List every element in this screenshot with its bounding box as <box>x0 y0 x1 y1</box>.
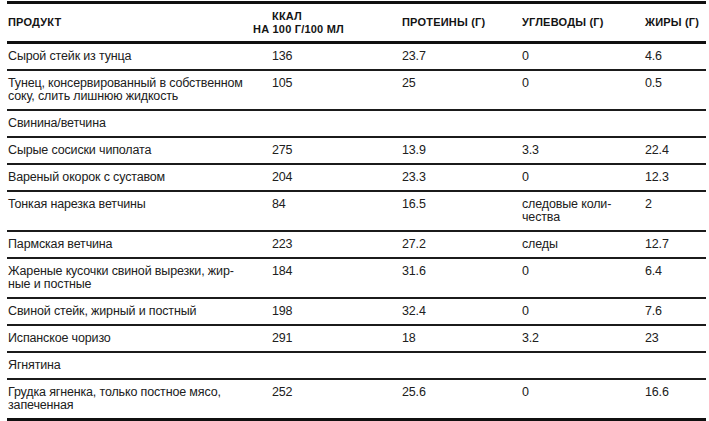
carbs-cell: 0 <box>522 379 645 420</box>
table-row: Пармская ветчина22327.2следы12.7 <box>7 231 706 258</box>
section-label-cell: Свинина/ветчина <box>7 110 706 137</box>
table-row: Тонкая нарезка ветчины8416.5следовые кол… <box>7 191 706 231</box>
fat-cell: 12.3 <box>645 164 706 191</box>
kcal-cell: 252 <box>253 379 402 420</box>
kcal-cell: 184 <box>253 258 402 298</box>
table-row: Грудка ягненка, только постное мясо, зап… <box>7 379 706 420</box>
fat-cell: 7.6 <box>645 298 706 325</box>
table-row: Тунец, консервированный в собственном со… <box>7 70 706 110</box>
protein-cell: 31.6 <box>402 258 522 298</box>
carbs-cell: следы <box>522 231 645 258</box>
carbs-cell: 0 <box>522 43 645 71</box>
kcal-cell: 136 <box>253 43 402 71</box>
carbs-cell: 0 <box>522 164 645 191</box>
table-row: Сырой стейк из тунца13623.704.6 <box>7 43 706 71</box>
kcal-cell: 275 <box>253 137 402 164</box>
section-row: Ягнятина <box>7 352 706 379</box>
protein-cell: 23.7 <box>402 43 522 71</box>
fat-cell: 12.7 <box>645 231 706 258</box>
table-row: Испанское чоризо291183.223 <box>7 325 706 352</box>
carbs-cell: 0 <box>522 70 645 110</box>
header-row: ПРОДУКТ ККАЛ НА 100 Г/100 МЛ ПРОТЕИНЫ (Г… <box>7 3 706 43</box>
table-row: Жареные кусочки свиной вырезки, жир- ные… <box>7 258 706 298</box>
protein-cell: 13.9 <box>402 137 522 164</box>
carbs-cell: 0 <box>522 258 645 298</box>
column-header-protein: ПРОТЕИНЫ (Г) <box>402 3 522 43</box>
column-header-fat: ЖИРЫ (Г) <box>645 3 706 43</box>
product-cell: Тунец, консервированный в собственном со… <box>7 70 253 110</box>
fat-cell: 23 <box>645 325 706 352</box>
fat-cell: 2 <box>645 191 706 231</box>
column-header-kcal: ККАЛ НА 100 Г/100 МЛ <box>253 3 402 43</box>
table-row: Вареный окорок с суставом20423.3012.3 <box>7 164 706 191</box>
table-header: ПРОДУКТ ККАЛ НА 100 Г/100 МЛ ПРОТЕИНЫ (Г… <box>7 3 706 43</box>
protein-cell: 23.3 <box>402 164 522 191</box>
nutrition-table: ПРОДУКТ ККАЛ НА 100 Г/100 МЛ ПРОТЕИНЫ (Г… <box>7 1 706 421</box>
carbs-cell: 3.2 <box>522 325 645 352</box>
section-row: Свинина/ветчина <box>7 110 706 137</box>
product-cell: Пармская ветчина <box>7 231 253 258</box>
section-label-cell: Ягнятина <box>7 352 706 379</box>
product-cell: Тонкая нарезка ветчины <box>7 191 253 231</box>
column-header-carbs: УГЛЕВОДЫ (Г) <box>522 3 645 43</box>
fat-cell: 0.5 <box>645 70 706 110</box>
carbs-cell: следовые коли- чества <box>522 191 645 231</box>
kcal-cell: 84 <box>253 191 402 231</box>
carbs-cell: 3.3 <box>522 137 645 164</box>
protein-cell: 18 <box>402 325 522 352</box>
column-header-kcal-line2: НА 100 Г/100 МЛ <box>253 23 402 36</box>
product-cell: Жареные кусочки свиной вырезки, жир- ные… <box>7 258 253 298</box>
fat-cell: 16.6 <box>645 379 706 420</box>
fat-cell: 4.6 <box>645 43 706 71</box>
kcal-cell: 204 <box>253 164 402 191</box>
kcal-cell: 291 <box>253 325 402 352</box>
product-cell: Свиной стейк, жирный и постный <box>7 298 253 325</box>
table-body: Сырой стейк из тунца13623.704.6Тунец, ко… <box>7 43 706 420</box>
kcal-cell: 223 <box>253 231 402 258</box>
product-cell: Сырые сосиски чиполата <box>7 137 253 164</box>
column-header-kcal-line1: ККАЛ <box>272 10 402 23</box>
column-header-product: ПРОДУКТ <box>7 3 253 43</box>
fat-cell: 22.4 <box>645 137 706 164</box>
product-cell: Грудка ягненка, только постное мясо, зап… <box>7 379 253 420</box>
product-cell: Сырой стейк из тунца <box>7 43 253 71</box>
product-cell: Испанское чоризо <box>7 325 253 352</box>
kcal-cell: 105 <box>253 70 402 110</box>
table-row: Сырые сосиски чиполата27513.93.322.4 <box>7 137 706 164</box>
table-row: Свиной стейк, жирный и постный19832.407.… <box>7 298 706 325</box>
product-cell: Вареный окорок с суставом <box>7 164 253 191</box>
protein-cell: 27.2 <box>402 231 522 258</box>
fat-cell: 6.4 <box>645 258 706 298</box>
protein-cell: 25.6 <box>402 379 522 420</box>
carbs-cell: 0 <box>522 298 645 325</box>
protein-cell: 16.5 <box>402 191 522 231</box>
kcal-cell: 198 <box>253 298 402 325</box>
protein-cell: 32.4 <box>402 298 522 325</box>
protein-cell: 25 <box>402 70 522 110</box>
